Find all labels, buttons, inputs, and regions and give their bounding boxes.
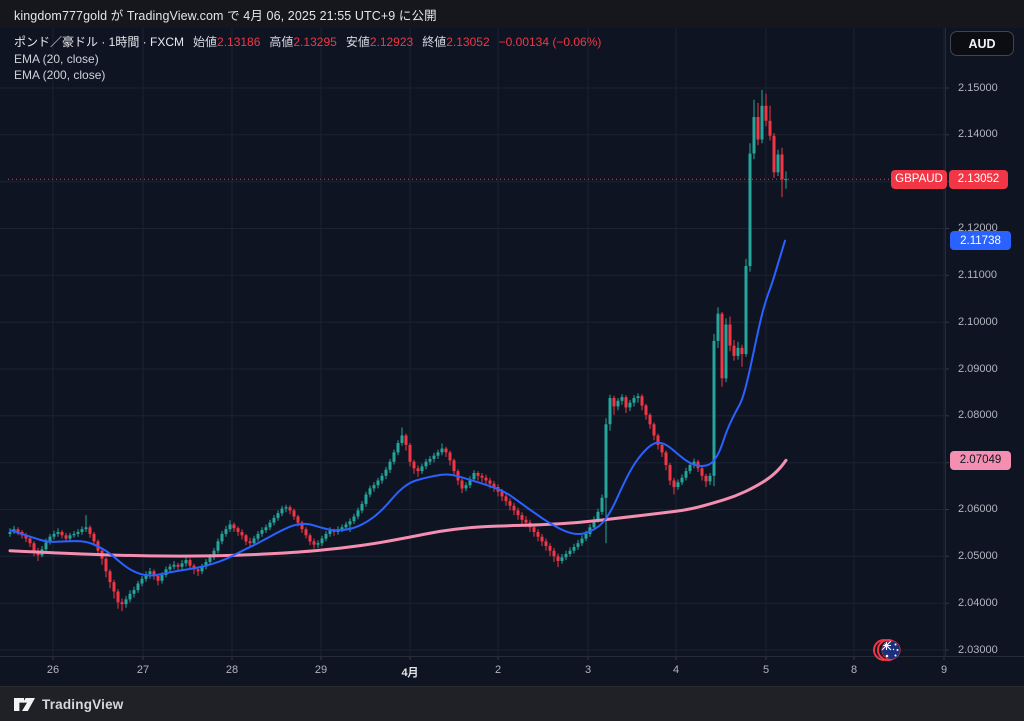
ema20-price-label: 2.11738 <box>950 231 1011 251</box>
open-value: 始値2.13186 <box>193 35 261 49</box>
high-value: 高値2.13295 <box>269 35 337 49</box>
time-tick-label: 28 <box>225 664 239 676</box>
currency-aud-button[interactable]: AUD <box>950 31 1014 56</box>
time-tick-label: 4 <box>672 664 680 676</box>
time-tick-label: 27 <box>136 664 150 676</box>
price-tick-label: 2.14000 <box>958 128 998 141</box>
symbol-price-tag: GBPAUD <box>891 169 947 189</box>
time-tick-label: 5 <box>762 664 770 676</box>
time-tick-label: 3 <box>584 664 592 676</box>
price-axis[interactable]: 2.150002.140002.130002.120002.110002.100… <box>945 28 1024 656</box>
tradingview-brand-text[interactable]: TradingView <box>42 697 124 712</box>
footer-bar: TradingView <box>0 686 1024 721</box>
price-tick-label: 2.09000 <box>958 362 998 375</box>
price-tick-label: 2.04000 <box>958 596 998 609</box>
tradingview-logo-icon[interactable] <box>13 697 36 712</box>
price-tick-label: 2.15000 <box>958 81 998 94</box>
ema200-price-label: 2.07049 <box>950 450 1011 470</box>
price-tick-label: 2.11000 <box>958 268 997 281</box>
price-tick-label: 2.03000 <box>958 643 998 656</box>
publish-bar: kingdom777gold が TradingView.com で 4月 06… <box>0 0 1024 28</box>
australia-flag-icon[interactable] <box>869 633 911 667</box>
price-tick-label: 2.06000 <box>958 503 998 515</box>
time-tick-label: 9 <box>940 664 948 676</box>
indicator-label-ema200: EMA (200, close) <box>14 68 106 82</box>
publish-notice: kingdom777gold が TradingView.com で 4月 06… <box>14 8 437 23</box>
price-tick-label: 2.12000 <box>958 222 998 234</box>
time-tick-label: 26 <box>46 664 60 676</box>
price-tick-label: 2.05000 <box>958 549 998 562</box>
chart-legend: ポンド／豪ドル · 1時間 · FXCM 始値2.13186 高値2.13295… <box>14 34 601 83</box>
time-axis[interactable]: 26 27 28 29 4月 2 3 4 5 8 9 <box>0 656 1024 687</box>
last-price-label: 2.13052 <box>949 169 1008 189</box>
chart-pane[interactable]: ポンド／豪ドル · 1時間 · FXCM 始値2.13186 高値2.13295… <box>0 28 1024 686</box>
low-value: 安値2.12923 <box>345 35 414 49</box>
time-tick-label: 2 <box>494 664 502 676</box>
time-tick-label: 8 <box>850 664 858 676</box>
symbol-ohlc-row: ポンド／豪ドル · 1時間 · FXCM 始値2.13186 高値2.13295… <box>14 34 601 50</box>
close-value: 終値2.13052 <box>422 35 490 49</box>
price-tick-label: 2.08000 <box>958 409 998 422</box>
time-tick-label: 29 <box>314 664 328 676</box>
price-tick-label: 2.10000 <box>958 315 998 328</box>
indicator-label-ema20: EMA (20, close) <box>14 51 99 66</box>
change-value: −0.00134 (−0.06%) <box>498 35 602 49</box>
time-tick-label: 4月 <box>401 667 419 679</box>
symbol-title: ポンド／豪ドル · 1時間 · FXCM <box>14 35 184 49</box>
